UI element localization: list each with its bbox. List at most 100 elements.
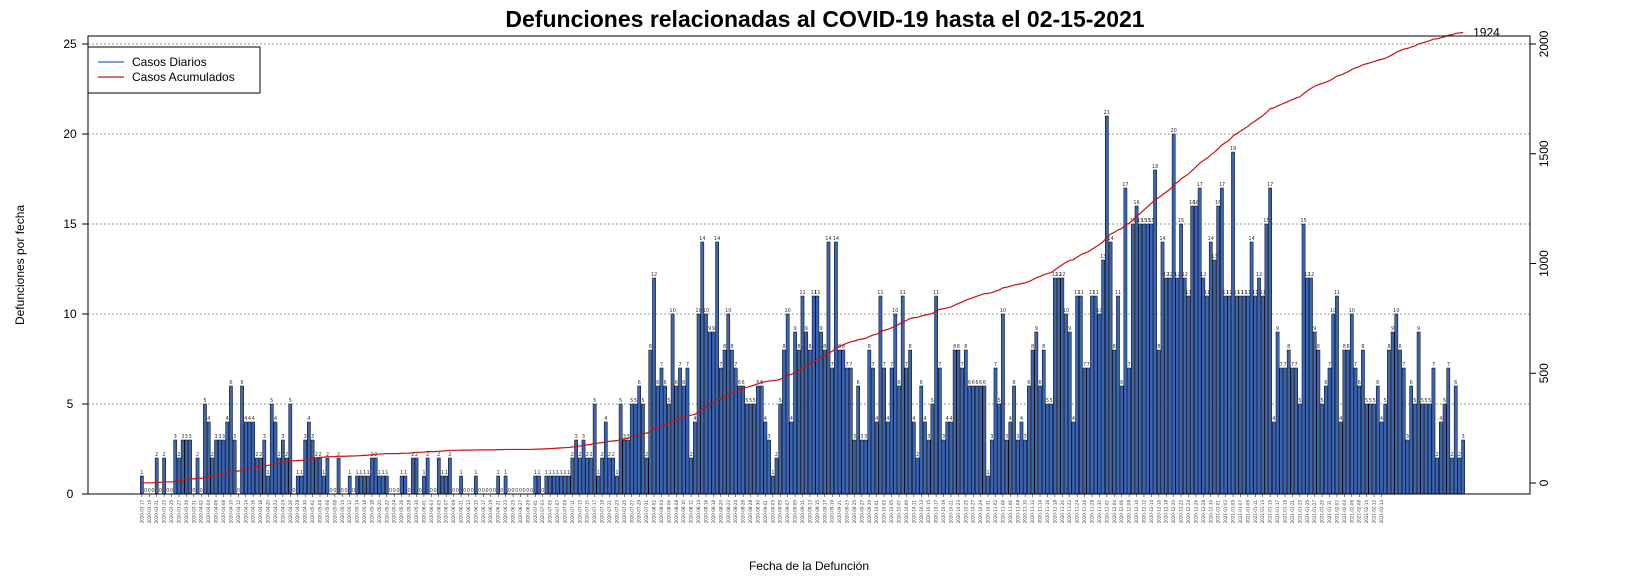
bar-value-label: 6: [857, 380, 860, 386]
bar: [1353, 367, 1358, 495]
bar: [923, 421, 927, 495]
bar-value-label: 15: [1178, 218, 1184, 224]
bar-value-label: 7: [1128, 362, 1131, 368]
bar-value-label: 6: [682, 380, 685, 386]
bar-value-label: 7: [849, 362, 852, 368]
x-tick-label: 2020-06-29: [525, 500, 530, 524]
x-tick-label: 2020-06-11: [459, 500, 464, 524]
bar-value-label: 11: [1093, 290, 1099, 296]
bar: [1390, 331, 1395, 495]
bar: [162, 457, 166, 495]
bar-value-label: 8: [1317, 344, 1320, 350]
x-tick-label: 2020-06-15: [473, 500, 478, 524]
bar-value-label: 14: [714, 236, 720, 242]
x-tick-label: 2020-09-11: [800, 500, 805, 524]
bar-value-label: 15: [1144, 218, 1150, 224]
bar: [552, 475, 556, 495]
x-tick-label: 2020-09-05: [778, 500, 783, 524]
bar-value-label: 3: [1024, 434, 1027, 440]
bar-value-label: 14: [833, 236, 839, 242]
bar: [1387, 349, 1391, 495]
x-tick-label: 2020-11-28: [1089, 500, 1094, 524]
x-tick-label: 2020-03-23: [162, 500, 167, 524]
bar: [1041, 349, 1046, 495]
bar: [318, 457, 322, 495]
bar-value-label: 0: [541, 488, 544, 494]
x-tick-label: 2020-05-08: [332, 500, 337, 524]
bar: [819, 331, 823, 495]
bar-value-label: 3: [990, 434, 993, 440]
bar: [1075, 295, 1079, 495]
bar-value-label: 0: [396, 488, 399, 494]
bar: [707, 331, 712, 495]
bar: [767, 439, 771, 495]
bar: [1439, 421, 1443, 495]
bar: [1156, 349, 1161, 495]
bar: [555, 475, 560, 495]
bar: [989, 439, 994, 495]
x-tick-label: 2020-06-27: [518, 500, 523, 524]
bar-value-label: 6: [920, 380, 923, 386]
bar: [444, 475, 449, 495]
x-tick-label: 2020-10-09: [904, 500, 909, 524]
bar-value-label: 0: [148, 488, 151, 494]
bar-value-label: 2: [608, 452, 611, 458]
bar-value-label: 8: [730, 344, 733, 350]
x-tick-label: 2020-06-05: [436, 500, 441, 524]
bar: [1383, 403, 1388, 495]
bar: [1368, 403, 1373, 495]
bar: [425, 457, 430, 495]
bar: [436, 457, 441, 495]
x-tick-label: 2020-03-19: [147, 500, 152, 524]
bar: [1431, 367, 1436, 495]
bar-value-label: 4: [875, 416, 878, 422]
bar-value-label: 3: [311, 434, 314, 440]
bar: [1246, 295, 1250, 495]
bar: [299, 475, 304, 495]
bar-value-label: 10: [1096, 308, 1102, 314]
bar: [459, 475, 463, 495]
bar: [1413, 403, 1417, 495]
bar-value-label: 2: [155, 452, 158, 458]
bar: [1316, 349, 1321, 495]
bar-value-label: 19: [1230, 146, 1236, 152]
bar: [633, 403, 638, 495]
bar: [1231, 151, 1235, 495]
legend-box: [87, 46, 261, 94]
x-tick-label: 2020-11-10: [1023, 500, 1028, 524]
bar: [715, 241, 719, 495]
bar: [982, 385, 987, 495]
bar-value-label: 3: [181, 434, 184, 440]
bar: [1379, 421, 1384, 495]
bar-value-label: 2: [415, 452, 418, 458]
x-tick-label: 2020-04-10: [228, 500, 233, 524]
bar-value-label: 0: [344, 488, 347, 494]
x-tick-label: 2020-09-09: [793, 500, 798, 524]
bar: [410, 457, 415, 495]
bar: [893, 313, 898, 495]
bar-value-label: 1: [356, 470, 359, 476]
x-tick-label: 2020-07-31: [644, 500, 649, 524]
bar: [908, 349, 912, 495]
x-tick-label: 2020-05-26: [399, 500, 404, 524]
bar: [926, 439, 931, 495]
bar-value-label: 8: [964, 344, 967, 350]
bar-value-label: 2: [448, 452, 451, 458]
bar: [195, 457, 200, 495]
bar: [1346, 349, 1350, 495]
bar: [1105, 115, 1109, 495]
bar-value-label: 8: [1157, 344, 1160, 350]
bar-value-label: 1: [378, 470, 381, 476]
bar-value-label: 4: [252, 416, 255, 422]
bar-value-label: 5: [1424, 398, 1427, 404]
x-tick-label: 2020-08-24: [733, 500, 738, 524]
bar-value-label: 17: [1122, 182, 1128, 188]
bar-value-label: 15: [1130, 218, 1136, 224]
bar: [1175, 277, 1180, 495]
bar-value-label: 4: [1009, 416, 1012, 422]
bar: [674, 385, 679, 495]
bar: [871, 367, 875, 495]
bar-value-label: 8: [723, 344, 726, 350]
x-tick-label: 2021-01-15: [1268, 500, 1273, 524]
bar-value-label: 17: [1267, 182, 1273, 188]
